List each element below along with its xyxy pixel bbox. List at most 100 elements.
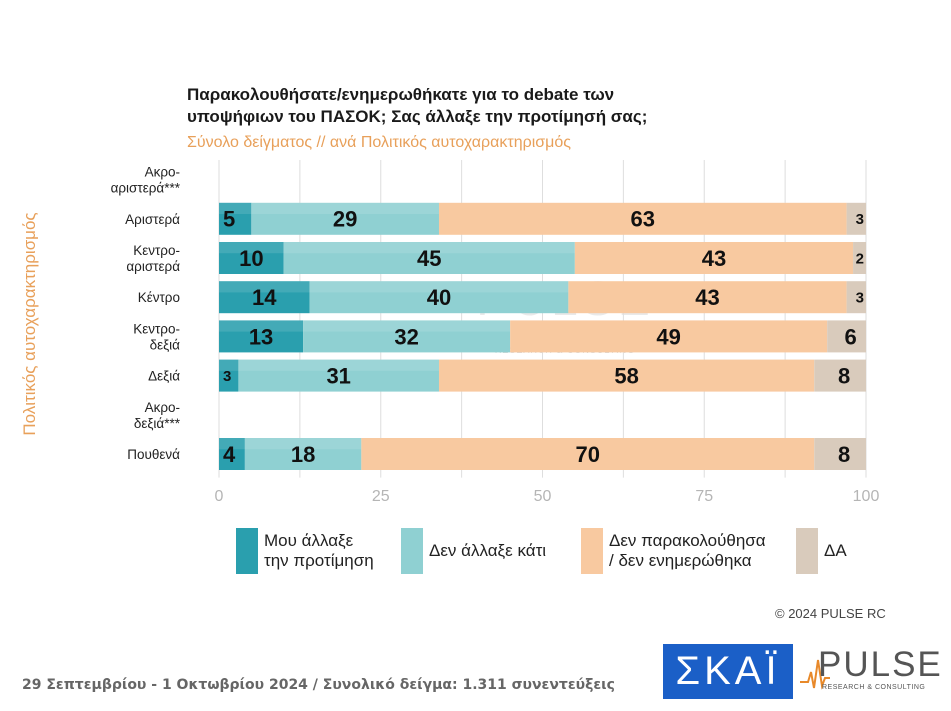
bar-segment (510, 320, 828, 353)
legend-item: Δεν άλλαξε κάτι (401, 528, 546, 574)
category-label: Πουθενά (127, 447, 180, 462)
data-label: 29 (333, 207, 357, 232)
data-label: 3 (856, 290, 864, 307)
category-label-line: Πουθενά (127, 447, 180, 462)
legend-label: Δεν παρακολούθησα / δεν ενημερώθηκα (609, 531, 766, 570)
bar-segment-highlight (219, 242, 284, 254)
category-label: Κεντρο-αριστερά (126, 243, 180, 274)
bar-segment (219, 242, 284, 274)
bar-segment-highlight (244, 438, 362, 450)
data-label: 32 (394, 324, 418, 349)
x-tick-label: 0 (215, 488, 224, 505)
bar-segment (244, 438, 362, 470)
bar-segment (219, 202, 252, 235)
bar-segment-highlight (219, 281, 310, 293)
category-label-line: Ακρο- (145, 165, 180, 180)
category-label: Ακρο-δεξιά*** (134, 400, 181, 431)
pulse-logo-subtext: RESEARCH & CONSULTING (822, 684, 926, 691)
legend-item: ΔΑ (796, 528, 847, 574)
data-label: 63 (631, 207, 655, 232)
category-label: Κεντρο-δεξιά (133, 321, 180, 352)
bar-segment (438, 359, 815, 392)
data-label: 43 (702, 246, 726, 271)
legend-label: Δεν άλλαξε κάτι (429, 541, 547, 560)
pulse-heartbeat-icon (800, 659, 830, 690)
footer-note: 29 Σεπτεμβρίου - 1 Οκτωβρίου 2024 / Συνο… (22, 677, 615, 693)
data-label: 43 (695, 285, 719, 310)
bar-segment-highlight (238, 359, 439, 371)
pulse-logo: PULSE RESEARCH & CONSULTING (800, 646, 945, 698)
category-label: Δεξιά (148, 369, 180, 384)
bar-segment (827, 320, 866, 353)
bar-segment-highlight (309, 281, 569, 293)
copyright: © 2024 PULSE RC (775, 606, 886, 621)
bar-segment (846, 281, 866, 314)
bar-segment-highlight (283, 242, 575, 254)
bar-segment (574, 242, 854, 274)
category-label-line: Ακρο- (145, 400, 180, 415)
data-label: 2 (856, 250, 864, 267)
data-label: 40 (427, 285, 451, 310)
bar-segment (251, 202, 439, 235)
category-label-line: Κέντρο (138, 290, 180, 305)
data-label: 8 (838, 364, 850, 389)
bar-segment (303, 320, 511, 353)
bar-segment (283, 242, 575, 274)
bar-segment-highlight (219, 202, 252, 214)
data-label: 5 (223, 207, 235, 232)
data-label: 31 (326, 364, 350, 389)
x-tick-label: 75 (695, 488, 713, 505)
bar-segment (361, 438, 815, 470)
bar-segment-highlight (251, 202, 439, 214)
data-label: 6 (844, 324, 856, 349)
data-label: 3 (223, 368, 231, 385)
category-label-line: αριστερά*** (111, 181, 181, 196)
bar-segment (309, 281, 569, 314)
legend-item: Μου άλλαξε την προτίμηση (236, 528, 374, 574)
data-label: 18 (291, 442, 315, 467)
chart-subtitle: Σύνολο δείγματος // ανά Πολιτικός αυτοχα… (187, 134, 571, 151)
bar-segment (219, 438, 245, 470)
bar-segment-highlight (303, 320, 511, 332)
bar-segment (853, 242, 866, 274)
category-label-line: Δεξιά (148, 369, 180, 384)
category-label-line: Κεντρο- (133, 321, 180, 336)
bar-segment (568, 281, 847, 314)
category-label: Αριστερά (125, 212, 180, 227)
data-label: 58 (614, 364, 638, 389)
category-label-line: Κεντρο- (133, 243, 180, 258)
data-label: 3 (856, 211, 864, 228)
x-tick-label: 50 (534, 488, 552, 505)
category-label-line: Αριστερά (125, 212, 180, 227)
category-label: Κέντρο (138, 290, 180, 305)
legend-swatch (581, 528, 603, 574)
chart-title-line1: Παρακολουθήσατε/ενημερωθήκατε για το deb… (187, 85, 615, 104)
legend-swatch (401, 528, 423, 574)
bar-segment (438, 202, 847, 235)
category-label-line: δεξιά*** (134, 416, 181, 431)
bar-segment-highlight (219, 320, 304, 332)
bar-segment-highlight (219, 359, 239, 371)
data-label: 49 (656, 324, 680, 349)
legend-item: Δεν παρακολούθησα / δεν ενημερώθηκα (581, 528, 766, 574)
pulse-logo-text: PULSE (818, 645, 943, 684)
data-label: 70 (576, 442, 600, 467)
data-label: 4 (223, 442, 236, 467)
legend-label: Μου άλλαξε την προτίμηση (264, 531, 374, 570)
data-label: 45 (417, 246, 441, 271)
data-label: 13 (249, 324, 273, 349)
data-label: 8 (838, 442, 850, 467)
data-label: 10 (239, 246, 263, 271)
x-tick-label: 100 (853, 488, 880, 505)
category-label-line: αριστερά (126, 259, 180, 274)
chart-title: Παρακολουθήσατε/ενημερωθήκατε για το deb… (187, 84, 707, 128)
skai-logo: ΣΚΑΪ (663, 644, 793, 699)
legend-swatch (796, 528, 818, 574)
bar-segment (814, 359, 866, 392)
category-label: Ακρο-αριστερά*** (111, 165, 181, 196)
bar-segment (219, 320, 304, 353)
bar-segment (238, 359, 439, 392)
legend-label: ΔΑ (824, 541, 847, 560)
bar-segment (814, 438, 866, 470)
